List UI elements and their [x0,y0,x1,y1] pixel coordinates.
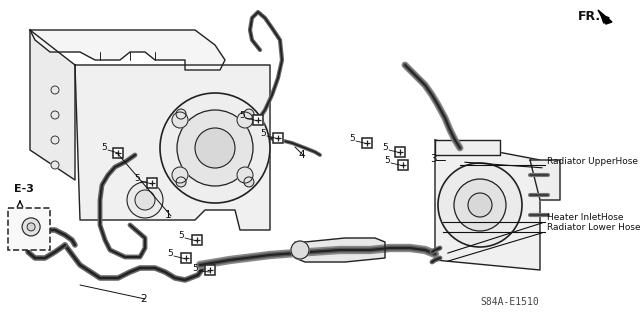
Bar [181,253,191,263]
Bar [113,148,123,158]
Text: 3: 3 [430,154,436,164]
Text: 4: 4 [298,150,305,160]
Circle shape [51,86,59,94]
Bar [205,265,215,275]
Polygon shape [295,238,385,262]
Circle shape [51,136,59,144]
Circle shape [468,193,492,217]
Text: 5: 5 [384,156,390,165]
Bar [395,147,405,157]
Bar [147,178,157,188]
Bar [8,208,50,250]
Bar [395,147,405,157]
Circle shape [27,223,35,231]
Bar [398,160,408,170]
Bar [113,148,123,158]
Circle shape [237,167,253,183]
Text: 5: 5 [134,174,140,183]
Bar [273,133,283,143]
Bar [362,138,372,148]
Bar [147,178,157,188]
Circle shape [291,241,309,259]
Bar [253,115,263,125]
Polygon shape [598,10,612,24]
Circle shape [438,163,522,247]
Bar [192,235,202,245]
Text: 1: 1 [165,210,172,220]
Bar [398,160,408,170]
Circle shape [22,218,40,236]
Bar [181,253,191,263]
Text: S84A-E1510: S84A-E1510 [480,297,539,307]
Text: 5: 5 [192,264,198,273]
Circle shape [177,110,253,186]
Circle shape [176,109,186,119]
Text: 5: 5 [260,129,266,138]
Text: 2: 2 [140,294,147,304]
Text: 5: 5 [349,134,355,143]
Text: 5: 5 [101,143,107,152]
Circle shape [51,161,59,169]
Circle shape [237,112,253,128]
Polygon shape [530,160,560,200]
Circle shape [51,111,59,119]
Circle shape [176,177,186,187]
Polygon shape [30,30,225,70]
Circle shape [195,128,235,168]
Bar [273,133,283,143]
Circle shape [127,182,163,218]
Text: 5: 5 [167,249,173,258]
Circle shape [454,179,506,231]
Bar [362,138,372,148]
Bar [253,115,263,125]
Polygon shape [30,30,75,180]
Polygon shape [435,140,540,270]
Text: 5: 5 [178,231,184,240]
Circle shape [172,112,188,128]
Text: 5: 5 [239,111,244,120]
Circle shape [160,93,270,203]
Bar [192,235,202,245]
Circle shape [135,190,155,210]
Text: Radiator Lower Hose: Radiator Lower Hose [547,224,640,233]
Text: 5: 5 [382,143,388,152]
Polygon shape [75,65,270,230]
Text: Radiator UpperHose: Radiator UpperHose [547,158,638,167]
Circle shape [244,109,254,119]
Text: FR.: FR. [578,10,601,23]
Polygon shape [435,140,500,155]
Bar [205,265,215,275]
Circle shape [172,167,188,183]
Text: E-3: E-3 [14,184,34,194]
Circle shape [244,177,254,187]
Text: Heater InletHose: Heater InletHose [547,213,623,222]
